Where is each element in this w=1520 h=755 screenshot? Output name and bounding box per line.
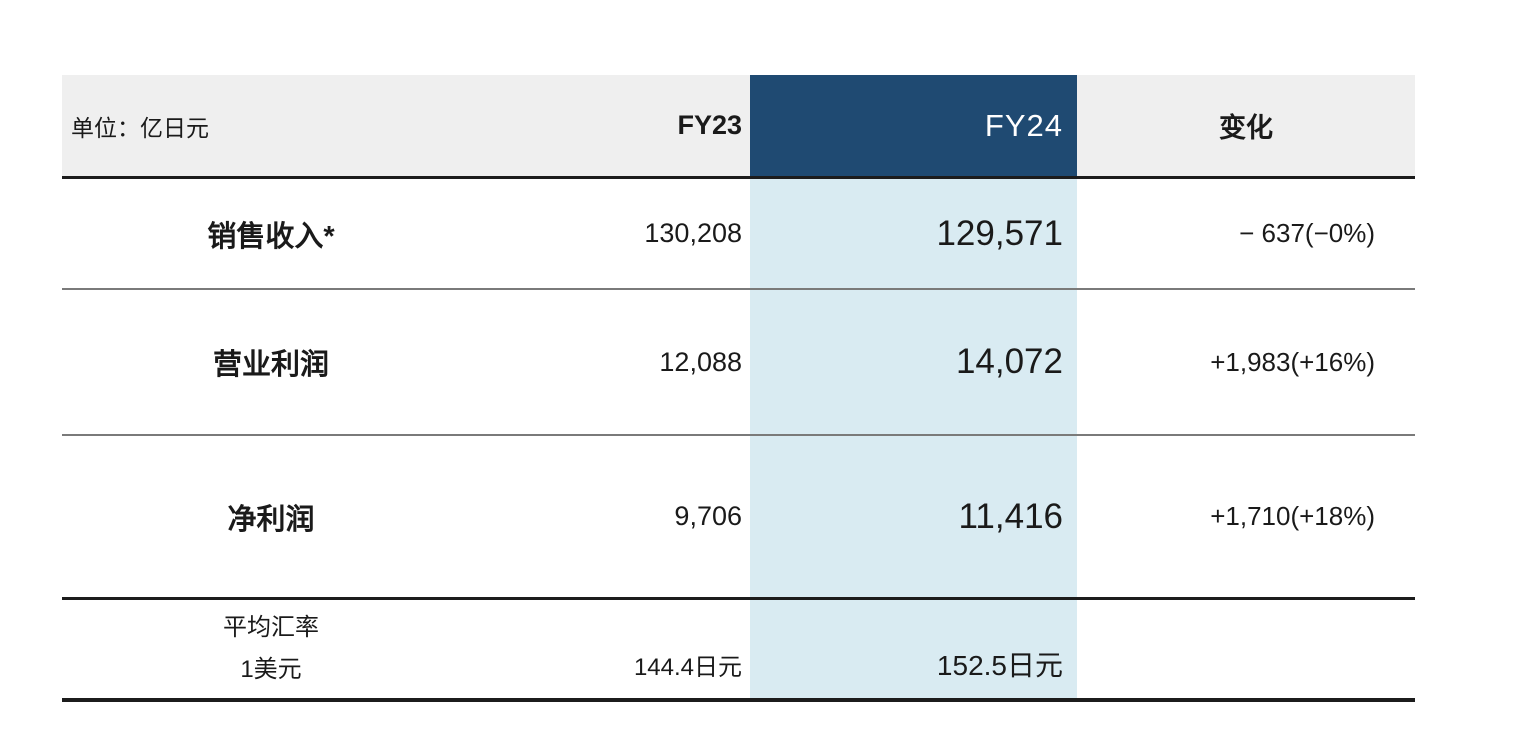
fy24-value: 152.5日元 [750,600,1077,698]
exchange-rate-label-line1: 平均汇率 [223,614,319,641]
fy23-column-header: FY23 [677,110,742,140]
change-value: − 637(−0%) [1239,218,1375,248]
exchange-rate-label-line2: 1美元 [240,656,302,683]
fy24-value: 14,072 [750,290,1077,434]
row-label: 平均汇率 1美元 [62,600,480,698]
fy23-value: 12,088 [659,346,742,377]
row-label: 销售收入* [207,220,335,253]
fy24-value: 11,416 [750,436,1077,597]
change-value [1077,600,1415,698]
fy23-value: 144.4日元 [633,654,742,681]
table-row-exchange-rate: 平均汇率 1美元 144.4日元 152.5日元 [62,600,1415,702]
row-label: 营业利润 [212,349,329,381]
header-row: 单位：亿日元 FY23 FY24 变化 [62,75,1415,179]
fy23-value: 9,706 [674,501,742,531]
row-label: 净利润 [227,503,315,536]
table-row-net-profit: 净利润 9,706 11,416 +1,710(+18%) [62,436,1415,600]
change-value: +1,710(+18%) [1210,501,1375,531]
table-row-sales-revenue: 销售收入* 130,208 129,571 − 637(−0%) [62,179,1415,290]
fy24-value: 129,571 [750,179,1077,288]
change-value: +1,983(+16%) [1210,346,1375,377]
table-row-operating-profit: 营业利润 12,088 14,072 +1,983(+16%) [62,290,1415,436]
unit-label: 单位：亿日元 [71,114,209,141]
financial-results-table: 单位：亿日元 FY23 FY24 变化 销售收入* 130,208 129,57… [62,75,1415,702]
fy24-column-header: FY24 [750,75,1077,176]
fy23-value: 130,208 [644,218,742,248]
change-column-header: 变化 [1219,113,1273,143]
